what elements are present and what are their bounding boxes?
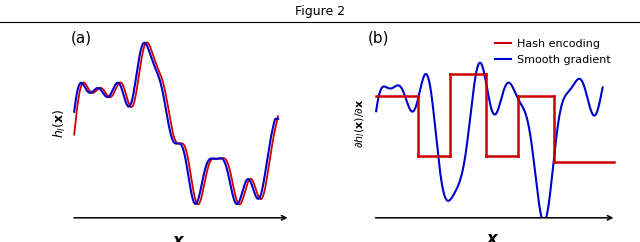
Text: x: x [173, 232, 184, 242]
Text: $h_l(\mathbf{x})$: $h_l(\mathbf{x})$ [52, 109, 68, 138]
Text: (a): (a) [71, 30, 92, 45]
Text: x: x [486, 230, 497, 242]
Text: $\partial h_l(\mathbf{x})/\partial \mathbf{x}$: $\partial h_l(\mathbf{x})/\partial \math… [353, 98, 367, 148]
Text: (b): (b) [367, 30, 389, 45]
Text: Figure 2: Figure 2 [295, 5, 345, 18]
Legend: Hash encoding, Smooth gradient: Hash encoding, Smooth gradient [490, 35, 615, 69]
